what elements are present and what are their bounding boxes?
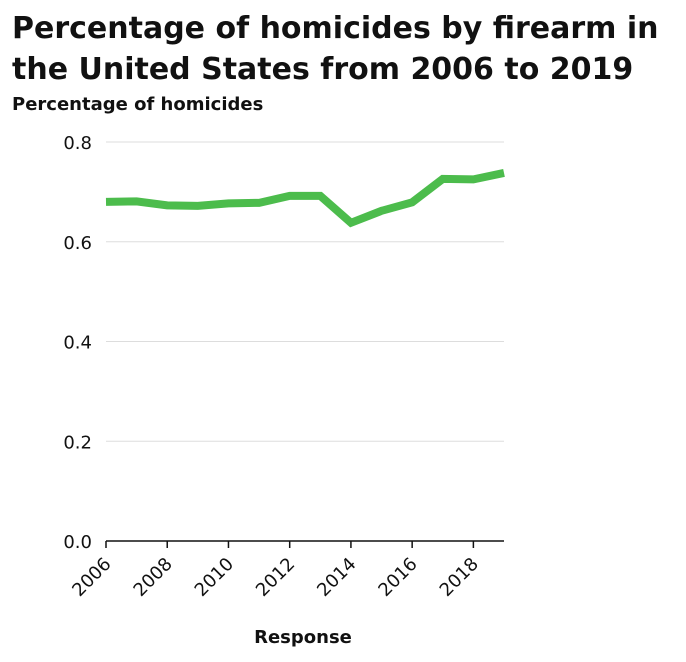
series-group <box>105 169 505 228</box>
gridlines <box>106 141 504 442</box>
x-axis-label: Response <box>254 627 352 648</box>
x-axis: 2006 2008 2010 2012 2014 2016 2018 <box>68 540 504 601</box>
chart-title: Percentage of homicides by firearm in th… <box>12 11 659 87</box>
y-tick-label: 0.4 <box>63 333 92 354</box>
x-tick-label: 2006 <box>68 554 115 601</box>
x-tick-label: 2008 <box>130 554 177 601</box>
x-tick-label: 2018 <box>436 554 483 601</box>
y-axis-label: Percentage of homicides <box>12 94 264 115</box>
y-tick-label: 0.2 <box>63 432 92 453</box>
y-axis-ticks: 0.0 0.2 0.4 0.6 0.8 <box>63 133 92 553</box>
x-tick-label: 2014 <box>313 554 360 601</box>
x-tick-label: 2012 <box>252 554 299 601</box>
y-tick-label: 0.6 <box>63 233 92 254</box>
x-tick-label: 2016 <box>374 554 421 601</box>
x-tick-label: 2010 <box>191 554 238 601</box>
y-tick-label: 0.0 <box>63 532 92 553</box>
series-line-0 <box>105 169 505 228</box>
y-tick-label: 0.8 <box>63 133 92 154</box>
